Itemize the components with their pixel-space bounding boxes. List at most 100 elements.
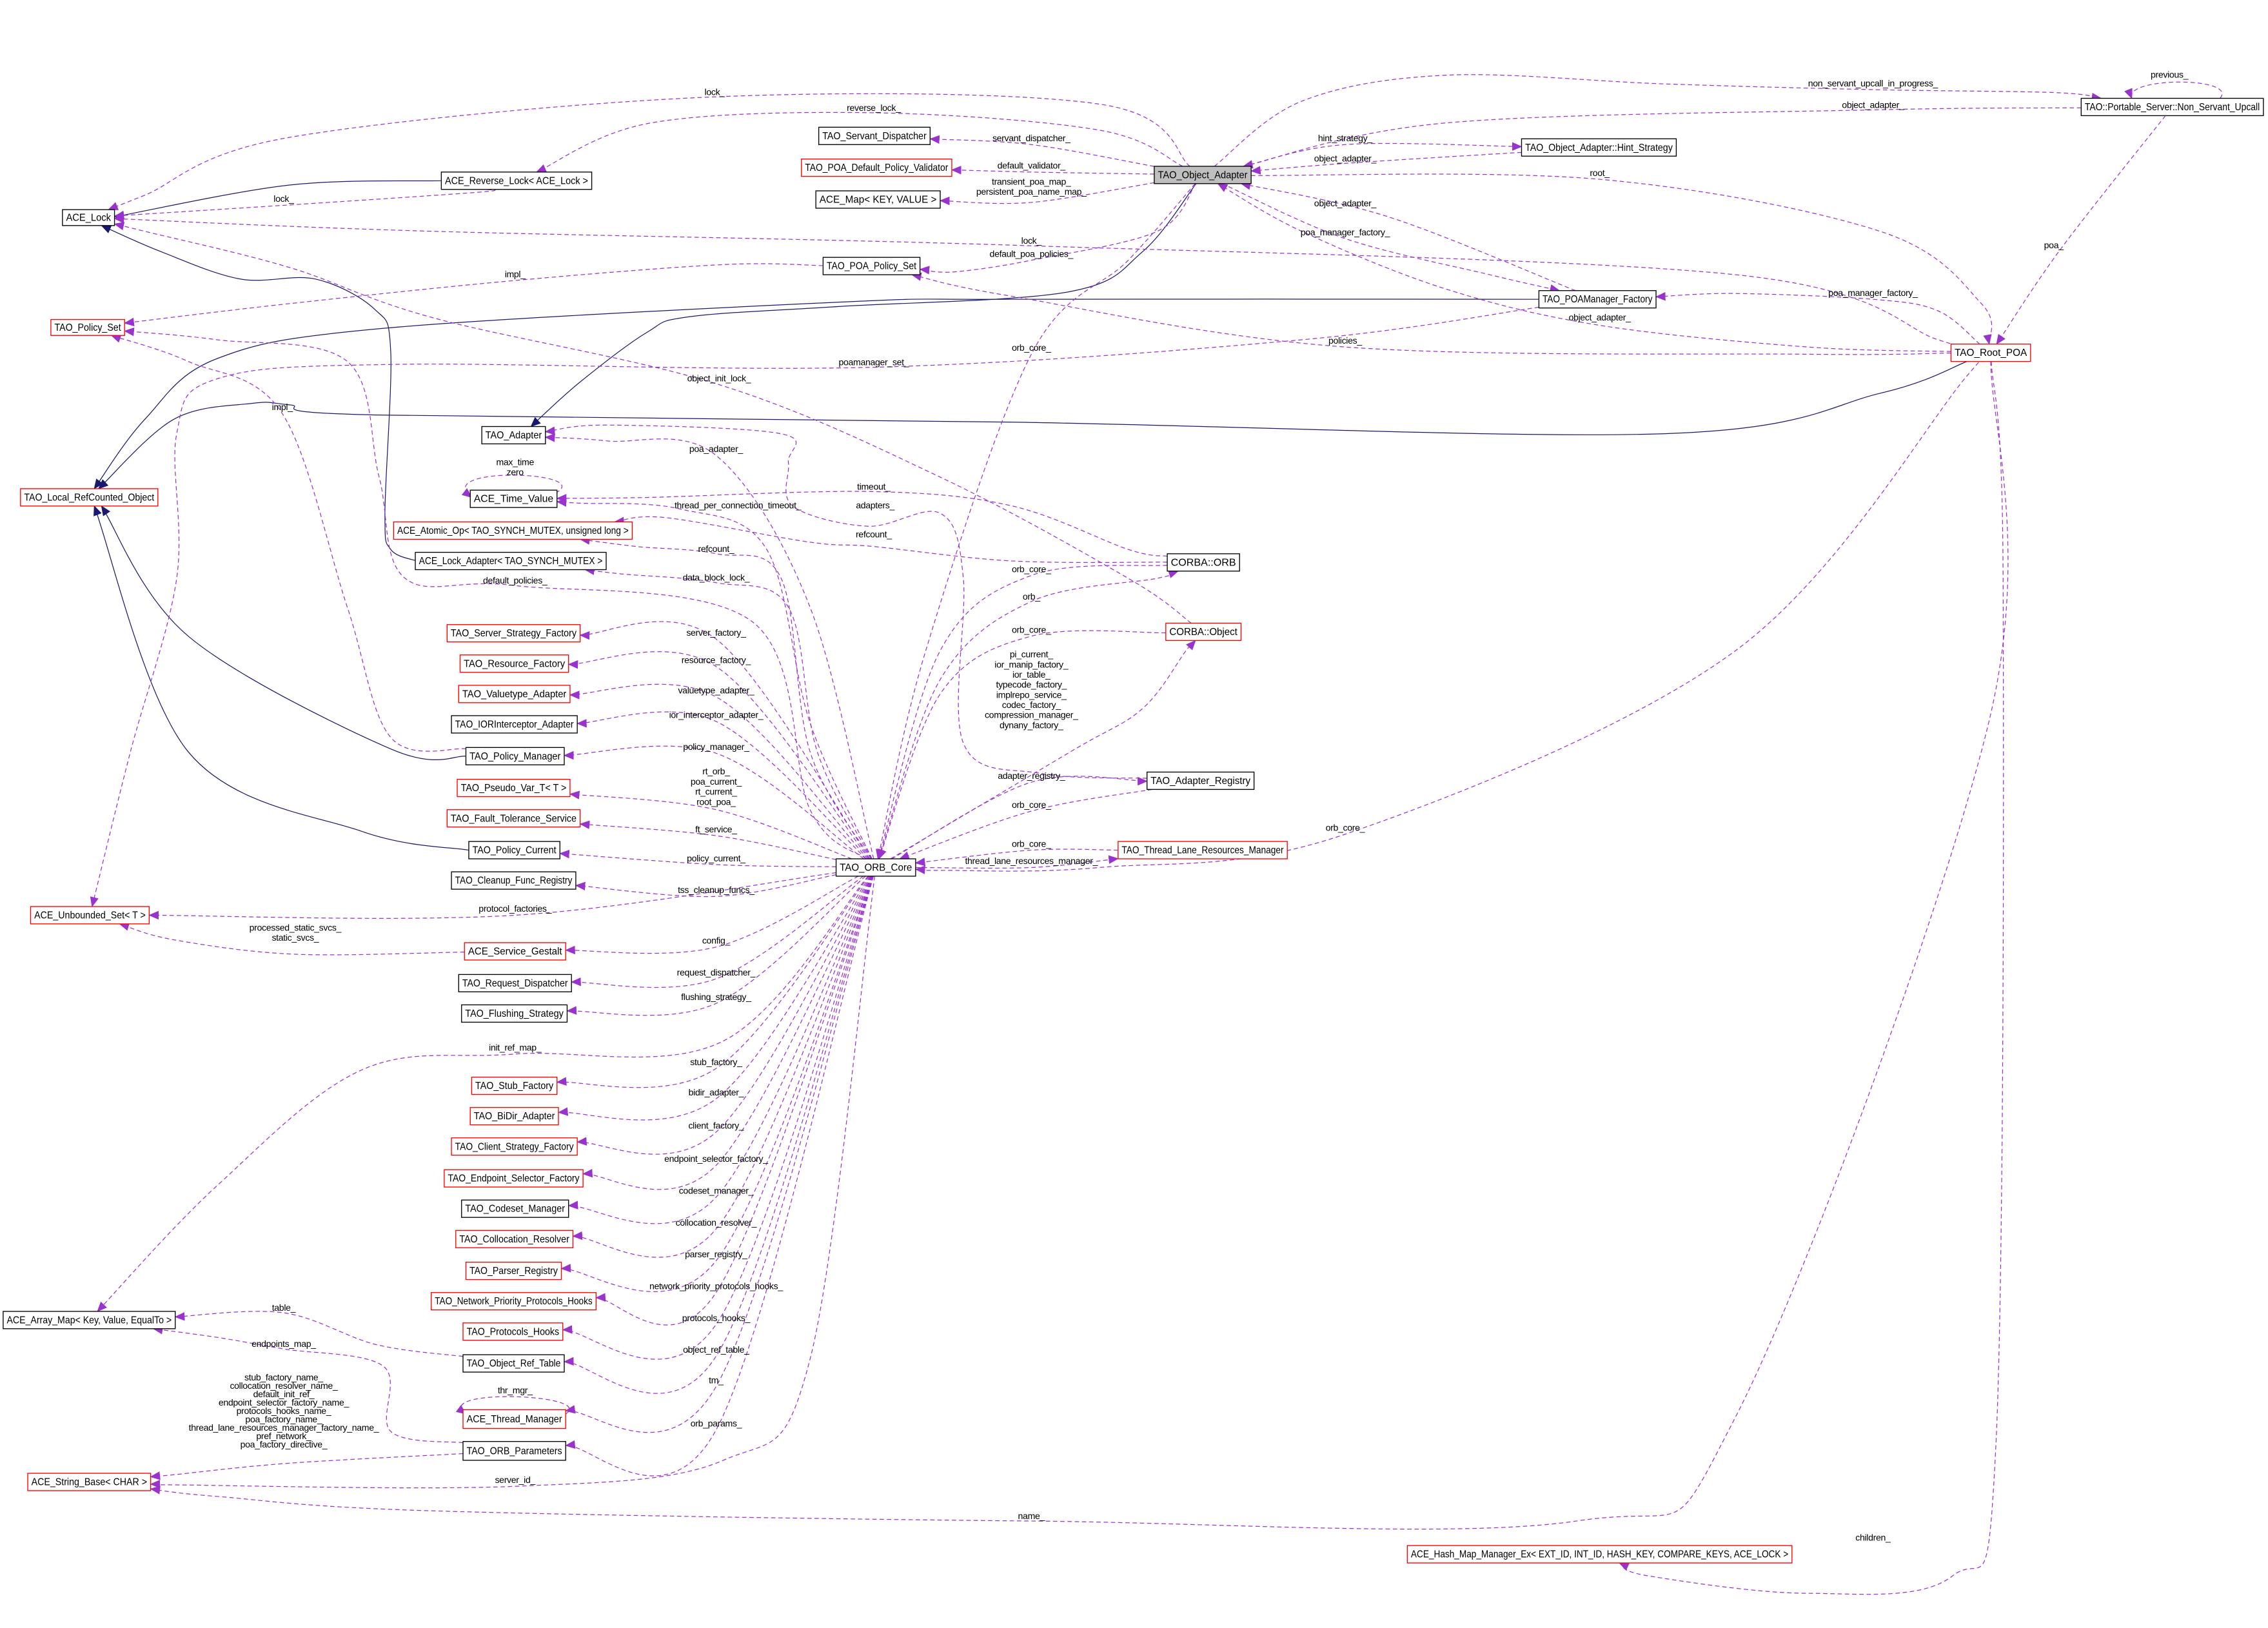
member-edge-oa-rl	[536, 112, 1183, 173]
class-node-pdpv[interactable]: TAO_POA_Default_Policy_Validator	[801, 158, 952, 177]
class-box	[1118, 841, 1288, 859]
class-node-cfr[interactable]: TAO_Cleanup_Func_Registry	[451, 871, 577, 890]
member-edge-ar-ad	[544, 424, 1147, 779]
class-node-la[interactable]: ACE_Lock_Adapter< TAO_SYNCH_MUTEX >	[415, 551, 607, 571]
member-edge-oa-core	[876, 183, 1196, 860]
member-edge-rpoa-lock	[113, 214, 1960, 347]
class-node-rl[interactable]: ACE_Reverse_Lock< ACE_Lock >	[440, 172, 593, 190]
member-edge-oa-pps	[919, 183, 1196, 275]
class-node-sb[interactable]: ACE_String_Base< CHAR >	[27, 1473, 152, 1491]
class-node-pv[interactable]: TAO_Pseudo_Var_T< T >	[457, 779, 571, 798]
class-node-ad[interactable]: TAO_Adapter	[481, 426, 546, 445]
class-node-hm[interactable]: ACE_Hash_Map_Manager_Ex< EXT_ID, INT_ID,…	[1406, 1545, 1793, 1564]
class-node-ssf[interactable]: TAO_Server_Strategy_Factory	[446, 624, 581, 643]
class-box	[462, 1409, 566, 1429]
class-node-hs[interactable]: TAO_Object_Adapter::Hint_Strategy	[1521, 138, 1677, 157]
class-node-sg[interactable]: ACE_Service_Gestalt	[464, 942, 566, 961]
class-node-pm[interactable]: TAO_Policy_Manager	[465, 747, 565, 765]
class-name: TAO_Local_RefCounted_Object	[24, 492, 154, 503]
class-node-esf[interactable]: TAO_Endpoint_Selector_Factory	[444, 1169, 584, 1188]
member-edge-core-rd	[571, 876, 864, 988]
class-node-tlrm[interactable]: TAO_Thread_Lane_Resources_Manager	[1118, 841, 1288, 859]
class-name: TAO_Root_POA	[1955, 348, 2027, 358]
class-node-vta[interactable]: TAO_Valuetype_Adapter	[458, 685, 571, 703]
class-node-fts[interactable]: TAO_Fault_Tolerance_Service	[446, 809, 581, 828]
class-node-ps[interactable]: TAO_Policy_Set	[50, 319, 125, 336]
class-name: TAO_Endpoint_Selector_Factory	[448, 1173, 579, 1184]
member-edge-tm-tm	[455, 1396, 570, 1415]
class-node-am[interactable]: ACE_Array_Map< Key, Value, EqualTo >	[3, 1311, 176, 1329]
class-box	[451, 1137, 578, 1156]
class-box	[801, 158, 952, 177]
class-node-rd[interactable]: TAO_Request_Dispatcher	[458, 974, 572, 992]
class-node-cr[interactable]: TAO_Collocation_Resolver	[455, 1230, 574, 1248]
member-edge-core-tm	[565, 876, 874, 1433]
class-node-csf[interactable]: TAO_Client_Strategy_Factory	[451, 1137, 578, 1156]
class-box	[464, 942, 566, 961]
class-box	[458, 685, 571, 703]
class-node-pc[interactable]: TAO_Policy_Current	[468, 841, 560, 859]
class-node-nsu[interactable]: TAO::Portable_Server::Non_Servant_Upcall	[2080, 97, 2264, 117]
class-node-op[interactable]: TAO_ORB_Parameters	[462, 1441, 566, 1461]
edge-label: resource_factory_	[682, 655, 751, 665]
class-node-ph[interactable]: TAO_Protocols_Hooks	[462, 1322, 564, 1341]
class-node-us[interactable]: ACE_Unbounded_Set< T >	[30, 906, 150, 925]
edge-label: poa_manager_factory_	[1828, 288, 1918, 298]
class-name: TAO_Policy_Manager	[469, 751, 560, 762]
class-node-fs[interactable]: TAO_Flushing_Strategy	[461, 1004, 568, 1023]
edge-label: object_adapter_	[1568, 312, 1631, 322]
class-node-lrc[interactable]: TAO_Local_RefCounted_Object	[20, 488, 159, 507]
member-edge-pmf-us	[90, 306, 1539, 908]
class-name: TAO_Adapter_Registry	[1150, 776, 1250, 787]
edge-label: poa_adapter_	[689, 444, 744, 454]
class-name: TAO_POAManager_Factory	[1543, 294, 1653, 305]
class-node-map[interactable]: ACE_Map< KEY, VALUE >	[815, 190, 941, 209]
edge-label: orb_core_	[1012, 838, 1051, 848]
member-edge-core-ar	[891, 776, 1148, 859]
member-edge-core-csf	[577, 876, 871, 1155]
class-node-rf[interactable]: TAO_Resource_Factory	[459, 654, 569, 673]
class-name: TAO_Network_Priority_Protocols_Hooks	[435, 1296, 593, 1307]
edge-label: endpoints_map_	[251, 1339, 316, 1349]
class-name: ACE_Thread_Manager	[467, 1414, 562, 1425]
member-edge-rl-lock	[113, 189, 496, 220]
class-node-core[interactable]: TAO_ORB_Core	[835, 858, 916, 877]
class-node-orb[interactable]: CORBA::ORB	[1167, 553, 1240, 572]
class-node-nph[interactable]: TAO_Network_Priority_Protocols_Hooks	[430, 1292, 597, 1311]
class-node-iia[interactable]: TAO_IORInterceptor_Adapter	[451, 715, 578, 734]
member-edge-core-ph	[562, 876, 874, 1360]
class-name: TAO_Adapter	[486, 430, 542, 441]
class-node-oa[interactable]: TAO_Object_Adapter	[1154, 166, 1252, 184]
class-node-sd[interactable]: TAO_Servant_Dispatcher	[818, 126, 931, 145]
class-node-rpoa[interactable]: TAO_Root_POA	[1950, 344, 2031, 362]
class-box	[430, 1292, 597, 1311]
edge-label: pi_current_	[1010, 649, 1053, 660]
class-node-bda[interactable]: TAO_BiDir_Adapter	[469, 1107, 559, 1126]
edge-label: codec_factory_	[1002, 700, 1061, 710]
class-name: TAO_Server_Strategy_Factory	[451, 628, 577, 639]
edge-label: protocol_factories_	[478, 903, 551, 914]
class-node-stf[interactable]: TAO_Stub_Factory	[471, 1076, 558, 1095]
class-node-ar[interactable]: TAO_Adapter_Registry	[1147, 771, 1255, 790]
class-node-pmf[interactable]: TAO_POAManager_Factory	[1538, 290, 1657, 309]
edge-label: stub_factory_	[690, 1057, 742, 1067]
class-node-pps[interactable]: TAO_POA_Policy_Set	[822, 257, 921, 275]
class-node-cm[interactable]: TAO_Codeset_Manager	[461, 1199, 569, 1218]
edge-label: impl_	[272, 402, 293, 412]
class-node-ort[interactable]: TAO_Object_Ref_Table	[462, 1354, 565, 1373]
edge-label: policy_manager_	[683, 741, 749, 752]
class-node-lock[interactable]: ACE_Lock	[62, 209, 115, 226]
class-node-tv[interactable]: ACE_Time_Value	[469, 489, 558, 508]
member-edge-sg-us	[119, 922, 465, 956]
class-node-ao[interactable]: ACE_Atomic_Op< TAO_SYNCH_MUTEX, unsigned…	[393, 521, 633, 540]
member-edge-orb-ao	[613, 516, 1168, 564]
edge-label: compression_manager_	[985, 710, 1078, 720]
class-name: TAO_POA_Default_Policy_Validator	[805, 162, 948, 173]
class-node-tm[interactable]: ACE_Thread_Manager	[462, 1409, 566, 1429]
class-node-pr[interactable]: TAO_Parser_Registry	[465, 1261, 562, 1280]
edge-label: previous_	[2151, 69, 2189, 79]
edge-label: pref_network_	[256, 1431, 311, 1441]
class-node-obj[interactable]: CORBA::Object	[1165, 622, 1242, 642]
class-name: TAO_Object_Adapter	[1158, 170, 1248, 181]
class-box	[415, 551, 607, 571]
